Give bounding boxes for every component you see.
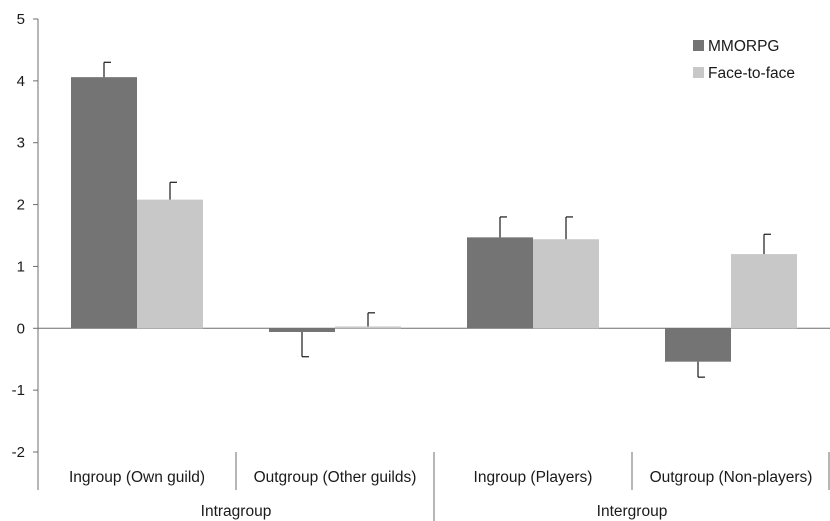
y-tick-label: 1 <box>17 258 25 275</box>
bar-face-to-face <box>533 239 599 329</box>
category-label: Ingroup (Own guild) <box>69 469 205 486</box>
y-tick-label: 5 <box>17 11 25 28</box>
y-tick-label: -2 <box>12 444 25 461</box>
legend-label: Face-to-face <box>708 65 795 82</box>
bars <box>71 77 797 362</box>
group-label: Intergroup <box>597 503 668 520</box>
bar-face-to-face <box>137 199 203 329</box>
legend: MMORPG Face-to-face <box>693 38 795 82</box>
bar-face-to-face <box>731 254 797 329</box>
y-tick-label: 4 <box>17 73 25 90</box>
category-labels: Ingroup (Own guild) Outgroup (Other guild… <box>69 469 812 520</box>
category-label: Outgroup (Other guilds) <box>254 469 417 486</box>
y-tick-label: 2 <box>17 197 25 214</box>
bar-mmorpg <box>665 328 731 362</box>
legend-label: MMORPG <box>708 38 779 55</box>
y-tick-label: -1 <box>12 382 25 399</box>
legend-swatch <box>693 67 704 78</box>
bar-mmorpg <box>467 237 533 329</box>
category-label: Ingroup (Players) <box>474 469 593 486</box>
group-label: Intragroup <box>201 503 272 520</box>
bar-mmorpg <box>71 77 137 329</box>
category-label: Outgroup (Non-players) <box>650 469 813 486</box>
bar-mmorpg <box>269 328 335 332</box>
error-bars <box>103 61 771 378</box>
y-tick-label: 0 <box>17 320 25 337</box>
y-tick-labels: 5 4 3 2 1 0 -1 -2 <box>12 11 25 461</box>
y-tick-label: 3 <box>17 135 25 152</box>
bar-face-to-face <box>335 326 401 329</box>
legend-swatch <box>693 40 704 51</box>
